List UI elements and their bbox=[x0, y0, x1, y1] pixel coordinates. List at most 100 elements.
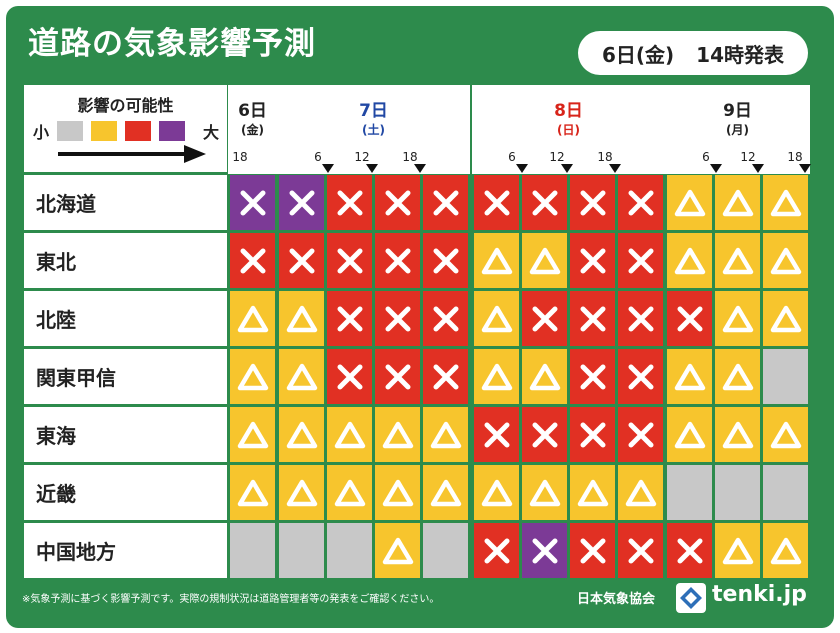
legend-small-label: 小 bbox=[33, 123, 50, 142]
impact-cell bbox=[522, 233, 567, 288]
cross-icon bbox=[433, 364, 458, 389]
day-weekday-label: (月) bbox=[726, 123, 749, 137]
brand-logo-text: tenki.jp bbox=[712, 582, 807, 607]
impact-cell bbox=[667, 407, 712, 462]
cross-icon bbox=[580, 422, 605, 447]
impact-cell bbox=[763, 407, 808, 462]
impact-cell bbox=[570, 349, 615, 404]
impact-cell bbox=[715, 523, 760, 578]
tick-marker-icon bbox=[710, 164, 722, 173]
impact-cell bbox=[474, 233, 519, 288]
legend-swatch-yellow bbox=[91, 121, 117, 141]
cross-icon bbox=[385, 306, 410, 331]
impact-cell bbox=[763, 465, 808, 520]
cross-icon bbox=[580, 190, 605, 215]
impact-cell bbox=[279, 407, 324, 462]
triangle-icon bbox=[529, 479, 560, 506]
cross-icon bbox=[484, 422, 509, 447]
triangle-icon bbox=[334, 479, 365, 506]
cross-icon bbox=[628, 306, 653, 331]
legend-swatch-gray bbox=[57, 121, 83, 141]
impact-cell bbox=[570, 233, 615, 288]
tick-marker-icon bbox=[561, 164, 573, 173]
impact-cell bbox=[715, 233, 760, 288]
triangle-icon bbox=[237, 479, 268, 506]
triangle-icon bbox=[770, 247, 801, 274]
triangle-icon bbox=[722, 189, 753, 216]
cross-icon bbox=[628, 248, 653, 273]
impact-cell bbox=[570, 523, 615, 578]
hour-tick-label: 12 bbox=[354, 150, 370, 164]
impact-cell bbox=[230, 175, 275, 230]
cross-icon bbox=[532, 190, 557, 215]
impact-cell bbox=[327, 233, 372, 288]
impact-cell bbox=[570, 175, 615, 230]
triangle-icon bbox=[286, 363, 317, 390]
tick-marker-icon bbox=[799, 164, 811, 173]
tick-marker-icon bbox=[609, 164, 621, 173]
tick-marker-icon bbox=[322, 164, 334, 173]
triangle-icon bbox=[577, 479, 608, 506]
issued-time: 14時発表 bbox=[696, 42, 785, 67]
cross-icon bbox=[484, 538, 509, 563]
impact-cell bbox=[763, 523, 808, 578]
cross-icon bbox=[580, 538, 605, 563]
region-label: 北海道 bbox=[24, 175, 227, 230]
hour-tick-label: 6 bbox=[702, 150, 710, 164]
triangle-icon bbox=[770, 421, 801, 448]
cross-icon bbox=[677, 306, 702, 331]
impact-cell bbox=[667, 291, 712, 346]
legend-large-label: 大 bbox=[203, 123, 220, 142]
region-label: 東北 bbox=[24, 233, 227, 288]
day-panel bbox=[277, 85, 470, 174]
impact-cell bbox=[230, 349, 275, 404]
impact-cell bbox=[763, 233, 808, 288]
cross-icon bbox=[240, 190, 265, 215]
impact-cell bbox=[522, 175, 567, 230]
cross-icon bbox=[289, 248, 314, 273]
impact-cell bbox=[474, 349, 519, 404]
page-title: 道路の気象影響予測 bbox=[28, 26, 316, 62]
impact-cell bbox=[230, 407, 275, 462]
impact-cell bbox=[667, 349, 712, 404]
cross-icon bbox=[677, 538, 702, 563]
impact-cell bbox=[375, 291, 420, 346]
hour-tick-label: 18 bbox=[597, 150, 613, 164]
impact-cell bbox=[279, 175, 324, 230]
impact-cell bbox=[570, 407, 615, 462]
triangle-icon bbox=[382, 421, 413, 448]
day-weekday-label: (土) bbox=[362, 123, 385, 137]
cross-icon bbox=[532, 538, 557, 563]
impact-cell bbox=[715, 175, 760, 230]
triangle-icon bbox=[722, 537, 753, 564]
cross-icon bbox=[337, 190, 362, 215]
triangle-icon bbox=[481, 247, 512, 274]
impact-cell bbox=[618, 175, 663, 230]
hour-tick-label: 6 bbox=[314, 150, 322, 164]
cross-icon bbox=[385, 190, 410, 215]
impact-cell bbox=[618, 291, 663, 346]
legend-arrow-line bbox=[58, 152, 186, 156]
triangle-icon bbox=[286, 421, 317, 448]
triangle-icon bbox=[625, 479, 656, 506]
cross-icon bbox=[580, 248, 605, 273]
impact-cell bbox=[667, 465, 712, 520]
triangle-icon bbox=[770, 189, 801, 216]
impact-cell bbox=[279, 233, 324, 288]
impact-cell bbox=[375, 175, 420, 230]
impact-cell bbox=[279, 349, 324, 404]
triangle-icon bbox=[430, 421, 461, 448]
cross-icon bbox=[580, 364, 605, 389]
impact-cell bbox=[279, 291, 324, 346]
cross-icon bbox=[532, 306, 557, 331]
impact-cell bbox=[474, 523, 519, 578]
impact-cell bbox=[763, 175, 808, 230]
legend-title: 影響の可能性 bbox=[77, 96, 174, 115]
cross-icon bbox=[385, 364, 410, 389]
cross-icon bbox=[337, 248, 362, 273]
impact-cell bbox=[474, 291, 519, 346]
triangle-icon bbox=[286, 479, 317, 506]
hour-tick-label: 18 bbox=[402, 150, 418, 164]
impact-cell bbox=[327, 407, 372, 462]
impact-cell bbox=[522, 407, 567, 462]
